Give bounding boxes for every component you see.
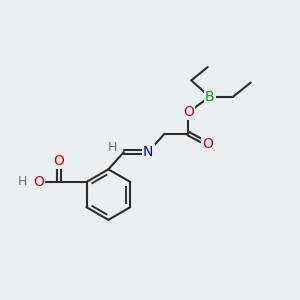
- Text: O: O: [33, 175, 44, 189]
- Text: H: H: [108, 141, 117, 154]
- Text: O: O: [54, 154, 64, 168]
- Text: O: O: [202, 137, 213, 151]
- Text: N: N: [143, 145, 153, 159]
- Text: H: H: [18, 176, 28, 188]
- Text: O: O: [183, 105, 194, 119]
- Text: B: B: [205, 90, 214, 104]
